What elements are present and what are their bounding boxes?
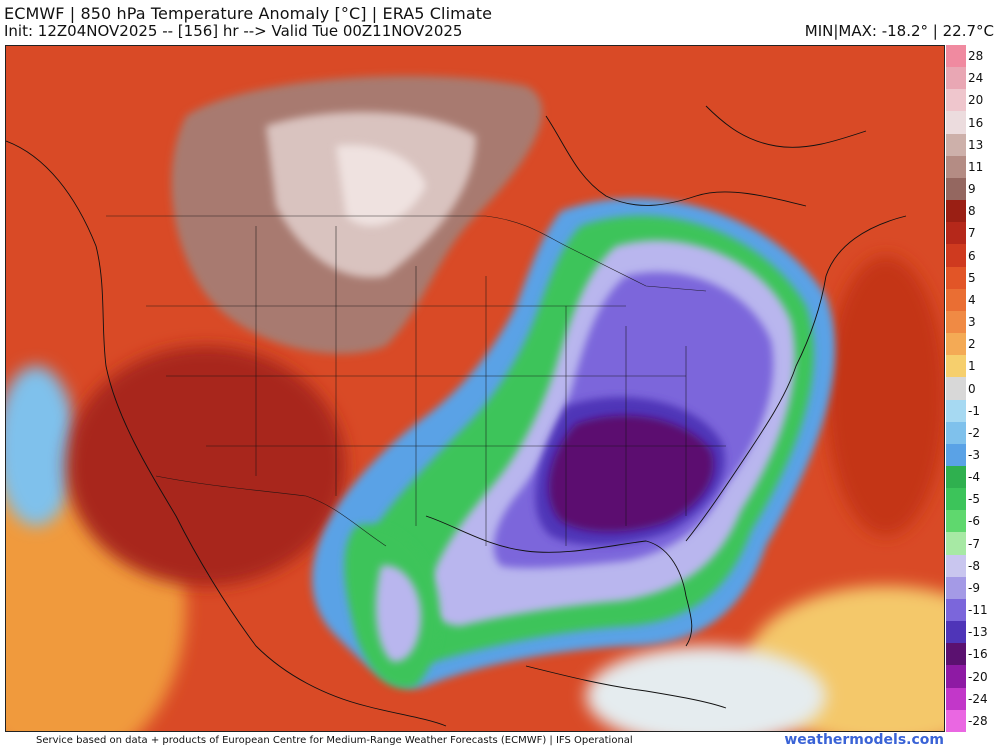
colorbar-label: 9 <box>968 182 976 197</box>
colorbar-label: 11 <box>968 159 984 174</box>
canada-warmest <box>336 145 426 226</box>
colorbar-swatch <box>946 687 966 710</box>
header: ECMWF | 850 hPa Temperature Anomaly [°C]… <box>0 0 1000 46</box>
colorbar-swatch <box>946 465 966 489</box>
colorbar-swatch <box>946 421 966 444</box>
borders <box>106 215 726 547</box>
colorbar-label: -28 <box>968 713 988 728</box>
data-credit: Service based on data + products of Euro… <box>36 735 633 746</box>
colorbar-label: -3 <box>968 447 980 462</box>
colorbar-swatch <box>946 133 966 156</box>
colorbar-swatch <box>946 244 966 267</box>
colorbar-label: 20 <box>968 93 984 108</box>
colorbar-labels: 28 24 20 16 13 11 9 8 7 6 5 4 3 2 1 0 -1 -2 -3 -4 -5 -6 -7 -8 -9… <box>968 45 1000 732</box>
colorbar-swatch <box>946 266 966 289</box>
colorbar-label: -11 <box>968 603 988 618</box>
colorbar-label: -6 <box>968 514 980 529</box>
colorbar-label: -1 <box>968 403 980 418</box>
colorbar-label: 0 <box>968 381 976 396</box>
mexico-cold-core <box>375 565 421 662</box>
colorbar-swatch <box>946 399 966 422</box>
colorbar-swatch <box>946 621 966 644</box>
colorbar-swatch <box>946 355 966 378</box>
colorbar-label: -4 <box>968 470 980 485</box>
colorbar-swatch <box>946 89 966 112</box>
colorbar-swatch <box>946 377 966 400</box>
cold-core-southeast <box>549 415 714 532</box>
colorbar-swatch <box>946 45 966 68</box>
colorbar <box>946 45 966 732</box>
colorbar-label: -13 <box>968 625 988 640</box>
caribbean-neutral <box>586 646 826 731</box>
colorbar-label: -2 <box>968 425 980 440</box>
colorbar-swatch <box>946 709 966 732</box>
colorbar-label: -24 <box>968 691 988 706</box>
colorbar-swatch <box>946 310 966 334</box>
colorbar-label: -20 <box>968 669 988 684</box>
colorbar-label: -8 <box>968 558 980 573</box>
map-title: ECMWF | 850 hPa Temperature Anomaly [°C]… <box>4 4 493 23</box>
brand-link[interactable]: weathermodels.com <box>784 732 944 748</box>
colorbar-label: -9 <box>968 580 980 595</box>
footer: Service based on data + products of Euro… <box>0 732 1000 750</box>
anomaly-map <box>5 45 945 732</box>
map-subtitle: Init: 12Z04NOV2025 -- [156] hr --> Valid… <box>4 22 463 40</box>
colorbar-swatch <box>946 576 966 599</box>
colorbar-swatch <box>946 111 966 134</box>
colorbar-swatch <box>946 288 966 311</box>
colorbar-swatch <box>946 155 966 178</box>
colorbar-label: 2 <box>968 337 976 352</box>
colorbar-label: 7 <box>968 226 976 241</box>
colorbar-label: 24 <box>968 71 984 86</box>
pacific-cool-patch <box>6 366 76 526</box>
colorbar-label: 3 <box>968 315 976 330</box>
colorbar-swatch <box>946 665 966 688</box>
min-max-readout: MIN|MAX: -18.2° | 22.7°C <box>804 22 994 40</box>
colorbar-label: 8 <box>968 204 976 219</box>
colorbar-swatch <box>946 200 966 223</box>
colorbar-swatch <box>946 554 966 577</box>
colorbar-label: 5 <box>968 270 976 285</box>
colorbar-label: 1 <box>968 359 976 374</box>
colorbar-label: -16 <box>968 647 988 662</box>
colorbar-swatch <box>946 598 966 622</box>
colorbar-label: -5 <box>968 492 980 507</box>
colorbar-swatch <box>946 333 966 356</box>
colorbar-label: 4 <box>968 292 976 307</box>
colorbar-swatch <box>946 443 966 466</box>
colorbar-label: -7 <box>968 536 980 551</box>
atlantic-deep-red <box>826 256 944 536</box>
map-canvas <box>6 46 944 731</box>
colorbar-label: 28 <box>968 49 984 64</box>
colorbar-swatch <box>946 532 966 555</box>
colorbar-label: 6 <box>968 248 976 263</box>
colorbar-swatch <box>946 510 966 533</box>
colorbar-label: 13 <box>968 137 984 152</box>
colorbar-swatch <box>946 67 966 90</box>
colorbar-swatch <box>946 643 966 666</box>
west-deep-red <box>66 346 346 586</box>
colorbar-swatch <box>946 488 966 511</box>
colorbar-swatch <box>946 177 966 201</box>
colorbar-label: 16 <box>968 115 984 130</box>
colorbar-swatch <box>946 222 966 245</box>
